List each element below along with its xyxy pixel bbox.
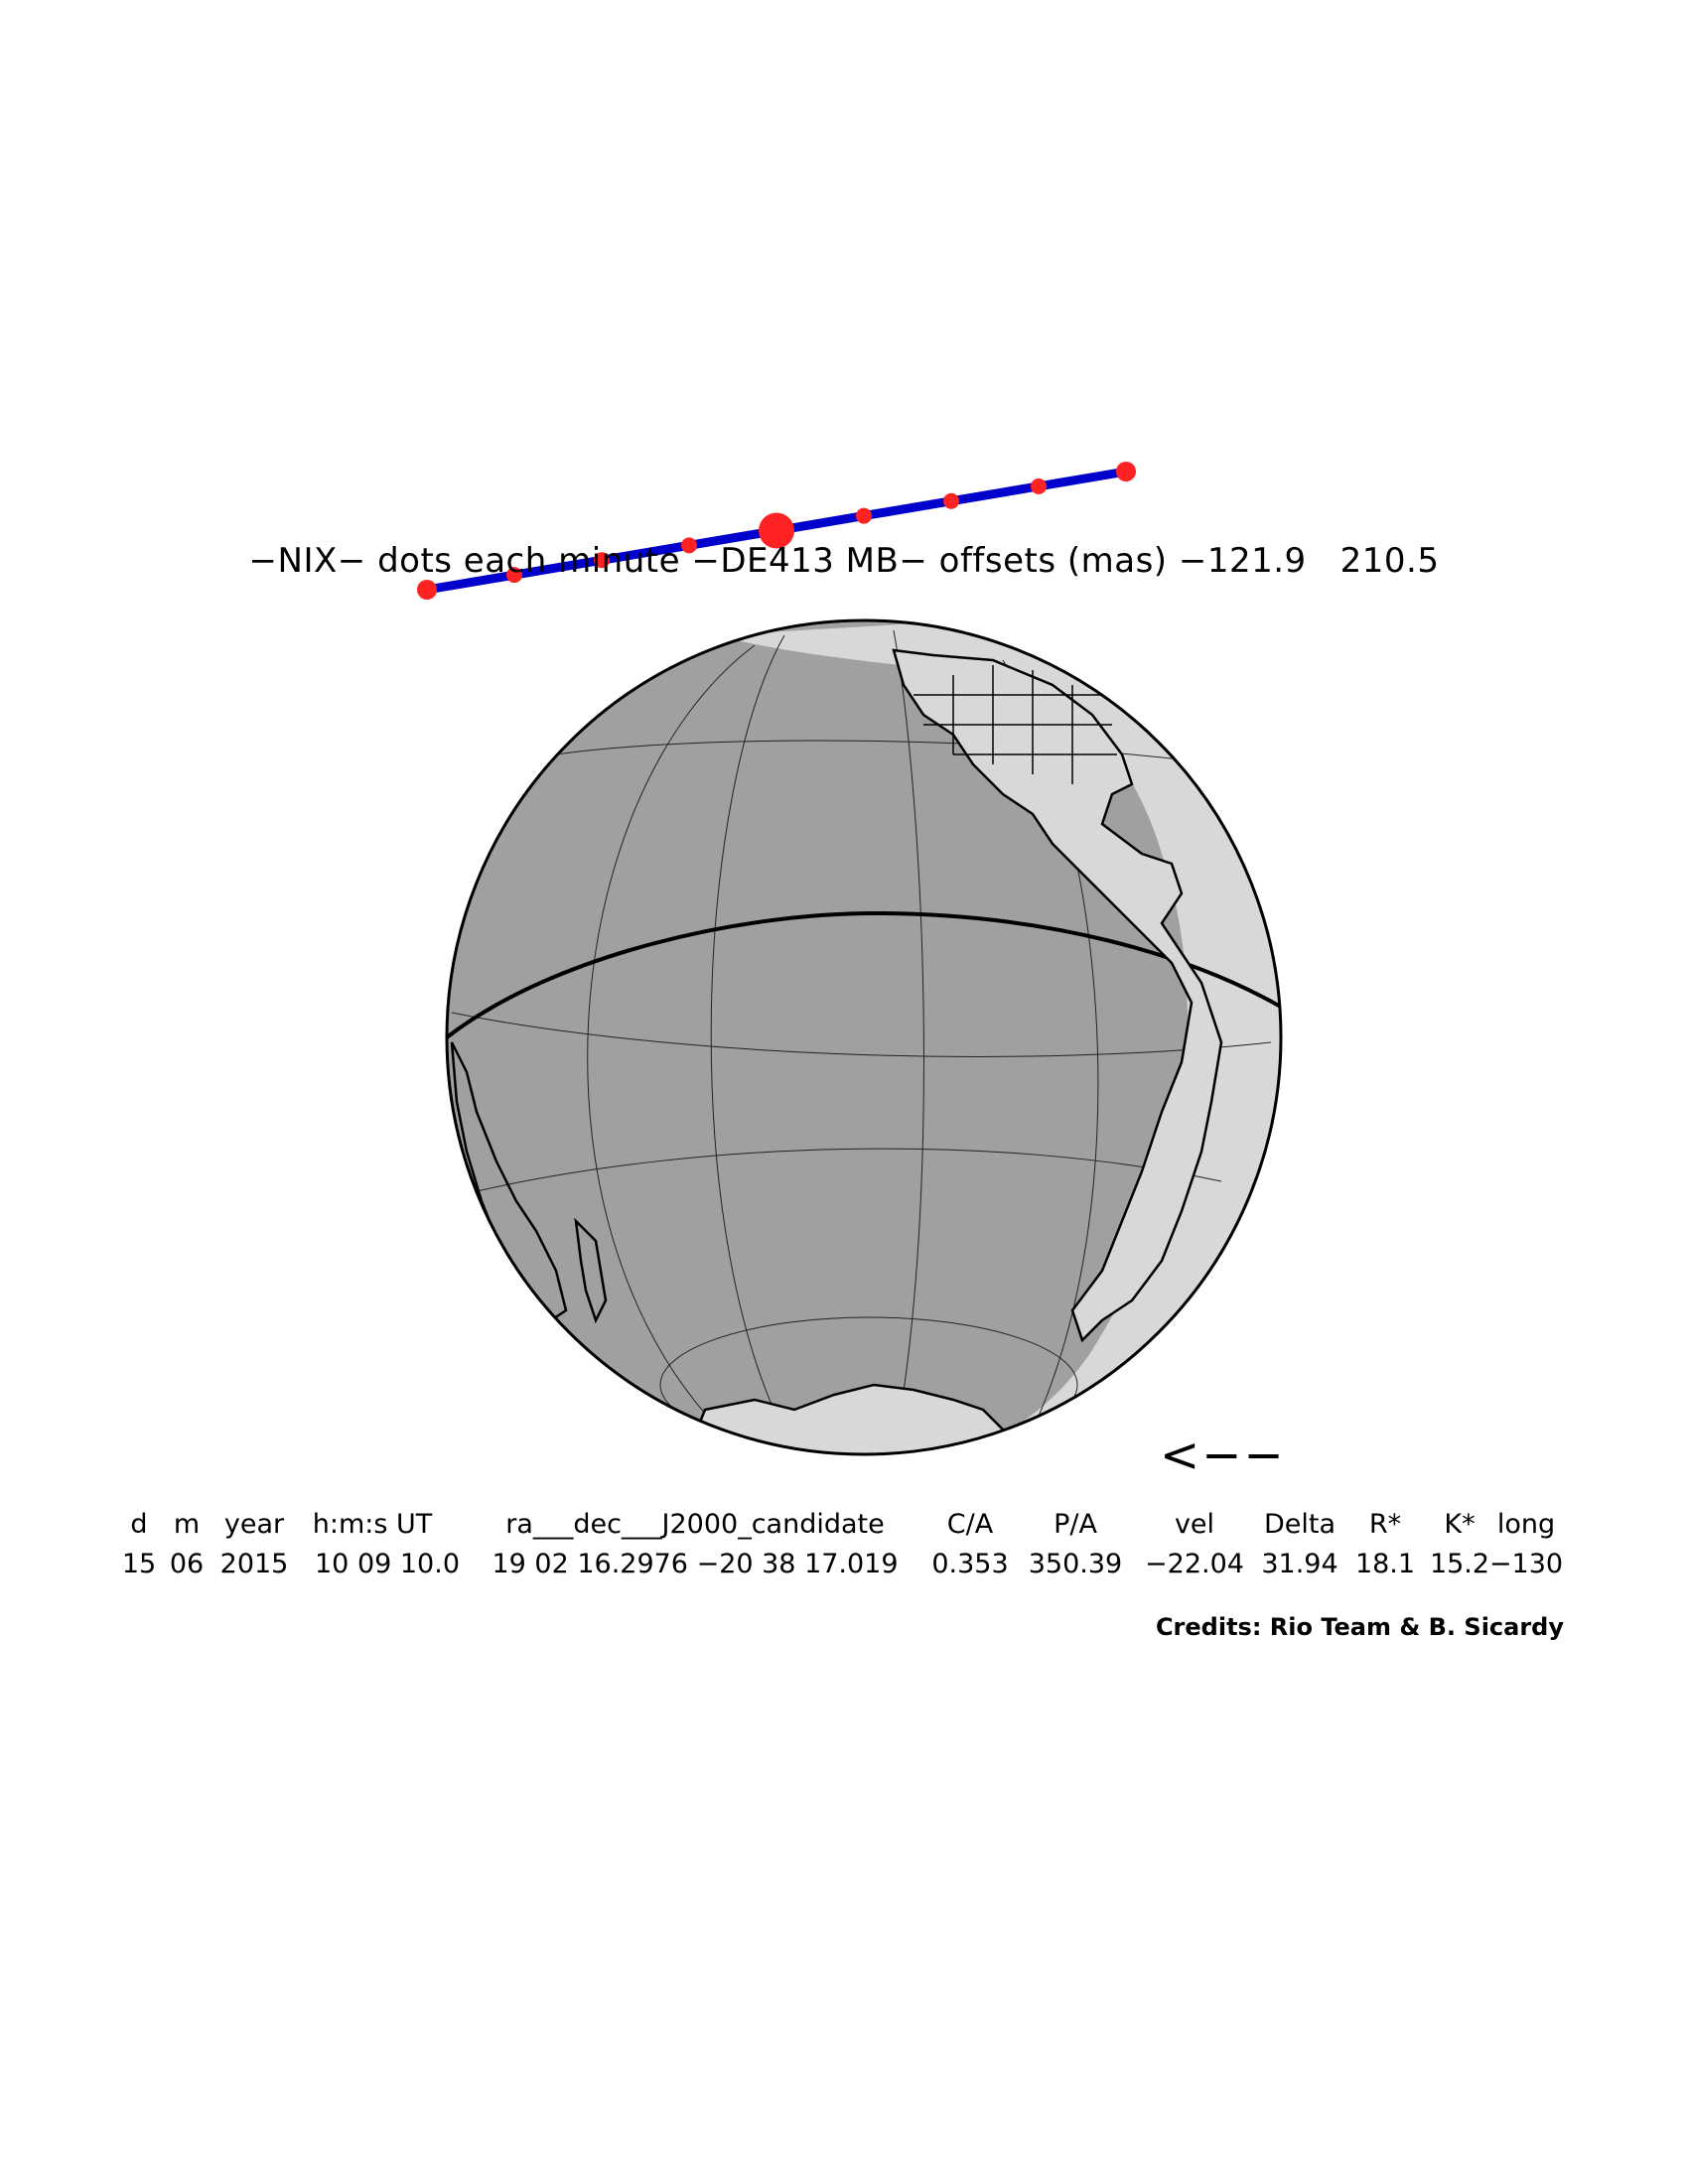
table-header-cell: K* [1444,1509,1476,1540]
table-header-cell: Delta [1263,1509,1336,1540]
table-header-cell: R* [1368,1509,1402,1540]
us-grid [914,665,1117,784]
track-dot [417,580,437,600]
track-dot [681,537,697,554]
table-value-cell: −130 [1488,1549,1564,1579]
australia-edge-outline [450,1041,568,1322]
track-dot [506,567,522,584]
track-dot [943,492,959,509]
track-dot [594,552,610,569]
track-dot [1116,462,1136,481]
meridian [893,629,924,1452]
table-value-cell: 06 [169,1549,205,1579]
table-header-cell: C/A [946,1509,994,1540]
header-line: −NIX− dots each minute −DE413 MB− offset… [248,541,1440,581]
parallel [476,1148,1222,1192]
table-header-cell: ra___dec___J2000_candidate [505,1509,885,1540]
table-value-cell: 15.2 [1429,1549,1490,1579]
meridian [710,634,795,1452]
table-header-cell: vel [1174,1509,1215,1540]
table-value-cell: 15 [121,1549,157,1579]
direction-arrow: <−− [1160,1428,1286,1483]
table-header-cell: h:m:s UT [312,1509,433,1540]
track-dot [856,507,872,524]
table-value-cell: 350.39 [1028,1549,1123,1579]
track-dot [1031,478,1047,494]
globe [445,618,1283,1456]
table-header-cell: P/A [1054,1509,1097,1540]
north-america-outline [892,648,1223,1343]
parallel [451,1012,1272,1057]
new-zealand-outline [574,1217,608,1324]
track [417,462,1136,600]
track-dot-center [759,512,794,549]
table-value-cell: 18.1 [1354,1549,1416,1579]
table-value-cell: 2015 [219,1549,289,1579]
credits: Credits: Rio Team & B. Sicardy [1155,1613,1564,1641]
table-value-cell: −22.04 [1145,1549,1244,1579]
table-value-cell: 19 02 16.2976 −20 38 17.019 [492,1549,899,1579]
globe-outline [445,618,1283,1456]
table-value-cell: 31.94 [1261,1549,1338,1579]
table-header-cell: long [1496,1509,1556,1540]
table-header-cell: year [223,1509,285,1540]
table-header-cell: d [130,1509,148,1540]
table-header-cell: m [173,1509,201,1540]
table-value-cell: 0.353 [931,1549,1009,1579]
meridian [587,644,756,1445]
table-value-cell: 10 09 10.0 [315,1549,460,1579]
